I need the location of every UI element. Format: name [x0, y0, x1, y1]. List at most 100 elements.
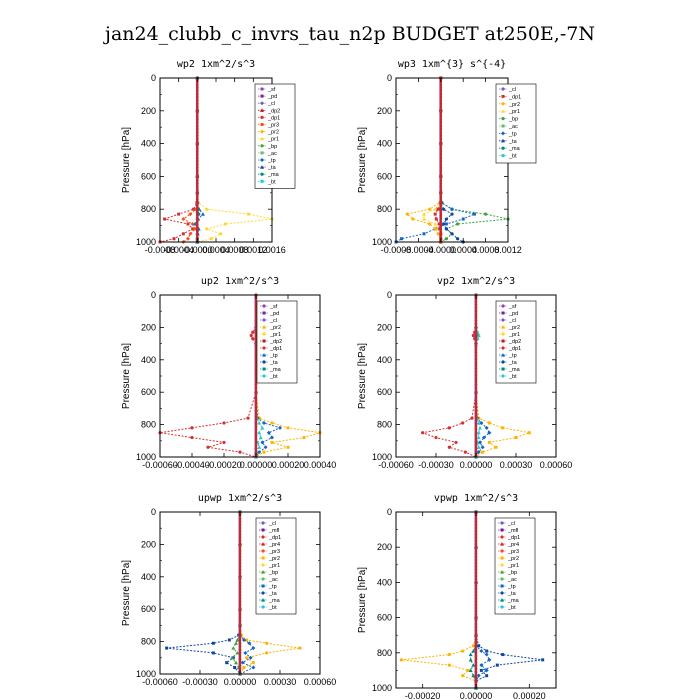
legend-entry: _tp	[508, 353, 517, 359]
legend-entry: _pr4	[268, 542, 280, 548]
data-point	[440, 221, 443, 224]
legend-entry: _pr1	[508, 109, 520, 115]
data-point	[475, 412, 478, 415]
data-point	[445, 237, 448, 240]
data-point	[475, 536, 478, 539]
data-point	[239, 629, 242, 632]
data-point	[246, 417, 249, 420]
data-point	[196, 157, 199, 160]
legend-entry: _dp1	[267, 115, 280, 121]
legend-entry: _tp	[267, 158, 276, 164]
data-point	[475, 655, 478, 658]
data-point	[239, 572, 242, 575]
data-point	[440, 211, 443, 214]
legend-marker	[263, 312, 266, 315]
y-axis-label: Pressure [hPa]	[121, 343, 132, 409]
data-point	[475, 600, 478, 603]
y-tick-label: 200	[141, 106, 156, 116]
data-point	[440, 150, 443, 153]
data-point	[475, 517, 478, 520]
data-point	[450, 213, 453, 216]
data-point	[475, 639, 478, 642]
data-point	[239, 540, 242, 543]
data-point	[255, 425, 258, 428]
data-point	[196, 170, 199, 173]
legend-marker	[261, 549, 264, 552]
data-point	[440, 160, 443, 163]
data-point	[475, 680, 478, 683]
data-point	[475, 642, 478, 645]
legend-marker	[263, 340, 266, 343]
data-point	[440, 170, 443, 173]
legend-entry: _pr1	[507, 563, 519, 569]
legend-marker	[501, 529, 504, 532]
data-point	[488, 421, 491, 424]
x-tick-label: -0.00060	[142, 677, 178, 687]
data-point	[251, 337, 254, 340]
data-point	[239, 556, 242, 559]
y-tick-label: 200	[377, 322, 392, 332]
data-point	[440, 208, 443, 211]
legend-entry: _bp	[267, 144, 277, 150]
data-point	[472, 334, 475, 337]
data-point	[196, 150, 199, 153]
data-point	[475, 422, 478, 425]
legend-marker	[260, 87, 263, 90]
data-point	[239, 655, 242, 658]
y-tick-label: 200	[377, 542, 392, 552]
data-point	[475, 626, 478, 629]
data-point	[196, 102, 199, 105]
data-point	[475, 664, 478, 667]
data-point	[475, 597, 478, 600]
data-point	[475, 543, 478, 546]
data-point	[475, 661, 478, 664]
data-point	[475, 367, 478, 370]
data-point	[475, 326, 478, 329]
legend-marker	[263, 368, 266, 371]
legend-entry: _ta	[269, 360, 279, 366]
data-point	[196, 230, 199, 233]
data-point	[263, 451, 266, 454]
data-point	[475, 428, 478, 431]
legend-entry: _sf	[508, 304, 517, 310]
data-point	[190, 436, 193, 439]
data-point	[196, 109, 199, 112]
data-point	[239, 584, 242, 587]
data-point	[442, 222, 445, 225]
data-point	[475, 351, 478, 354]
data-point	[239, 552, 242, 555]
data-point	[255, 406, 258, 409]
data-point	[210, 237, 213, 240]
y-tick-label: 600	[377, 613, 392, 623]
legend-marker	[262, 557, 265, 560]
data-point	[440, 115, 443, 118]
data-point	[440, 192, 443, 195]
data-point	[196, 208, 199, 211]
data-point	[440, 195, 443, 198]
legend-entry: _tp	[269, 353, 278, 359]
legend-entry: _ma	[268, 598, 281, 604]
data-point	[196, 131, 199, 134]
legend-entry: _dp1	[269, 346, 282, 352]
data-point	[475, 527, 478, 530]
data-point	[239, 668, 242, 671]
data-point	[440, 83, 443, 86]
y-tick-label: 0	[387, 73, 392, 83]
data-point	[475, 307, 478, 310]
legend-marker	[501, 557, 504, 560]
data-point	[187, 222, 190, 225]
data-point	[475, 380, 478, 383]
data-point	[501, 653, 504, 656]
legend-entry: _mfl	[507, 528, 518, 534]
data-point	[440, 214, 443, 217]
data-point	[206, 446, 209, 449]
data-point	[501, 426, 504, 429]
data-point	[239, 664, 242, 667]
data-point	[239, 600, 242, 603]
data-point	[475, 645, 478, 648]
data-point	[475, 520, 478, 523]
data-point	[239, 648, 242, 651]
data-point	[440, 141, 443, 144]
data-point	[239, 652, 242, 655]
data-point	[239, 565, 242, 568]
